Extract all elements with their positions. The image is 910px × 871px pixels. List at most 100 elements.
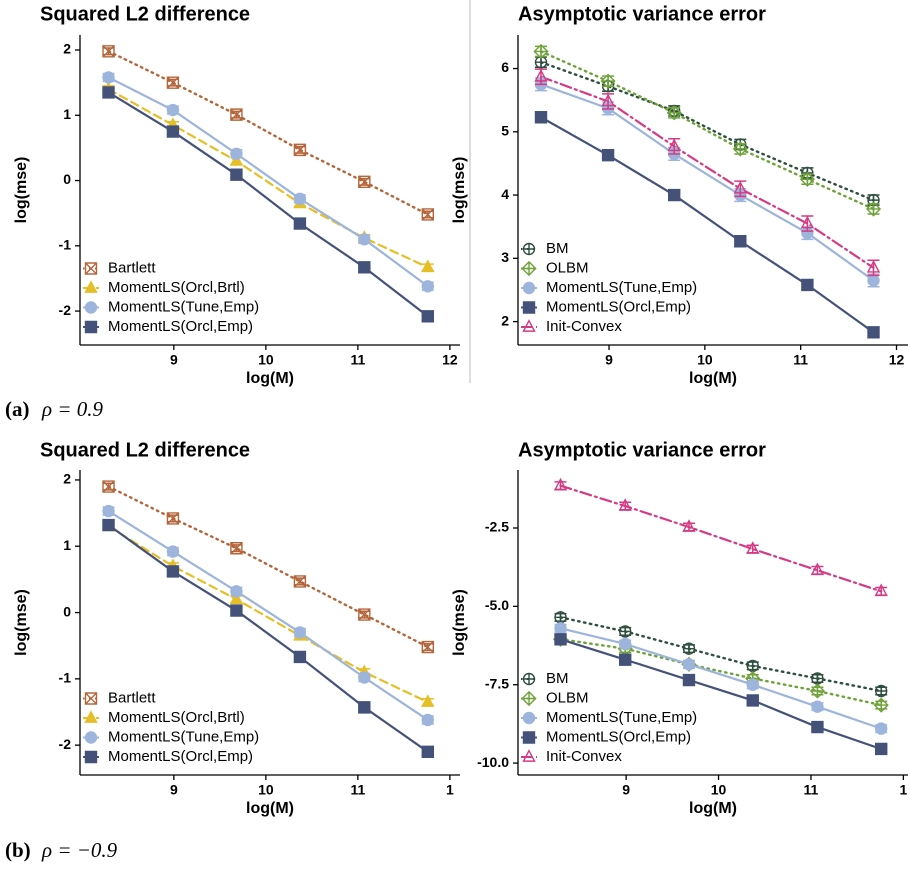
series-line [107,50,429,216]
y-tick-label: 2 [501,312,509,328]
marker [810,562,825,576]
legend-marker [522,711,536,725]
x-tick-label: 11 [350,352,365,368]
marker [166,125,180,138]
legend-marker [84,301,98,314]
x-tick-label: 10 [711,782,727,798]
legend-marker [522,301,536,314]
legend-label: Init-Convex [546,748,622,765]
marker [230,108,243,121]
marker [421,640,434,654]
marker [230,168,243,181]
series-line [107,91,429,318]
legend-marker [521,260,537,277]
marker [421,280,434,293]
marker [554,633,567,646]
y-axis-label: log(mse) [451,589,468,656]
series-line [107,525,429,704]
legend-marker [84,280,98,293]
legend-label: MomentLS(Tune,Emp) [108,728,259,745]
y-tick-label: -10.0 [477,754,509,770]
marker [421,694,435,707]
legend-label: OLBM [546,689,589,706]
marker [667,188,681,202]
marker [619,637,632,651]
marker [358,233,371,246]
series-line [107,88,429,269]
marker [873,697,889,713]
legend-label: OLBM [546,259,589,276]
marker [619,653,632,666]
y-tick-label: 4 [501,186,509,202]
legend-marker [522,281,536,295]
x-tick-label: 1 [446,782,454,798]
marker [166,76,180,89]
marker [554,622,567,635]
marker [229,591,244,605]
marker [166,565,180,578]
marker [667,138,681,152]
legend-label: BM [546,670,569,687]
x-tick-label: 1 [899,782,907,798]
y-axis-label: log(mse) [451,157,468,224]
legend-label: MomentLS(Orcl,Emp) [546,728,691,745]
x-axis-label: log(M) [246,800,294,817]
caption-label: (a) [5,397,30,421]
legend-label: BM [546,240,569,257]
caption-text: ρ = −0.9 [41,838,118,862]
marker [809,683,826,699]
series-line [107,76,429,288]
marker [102,518,115,532]
legend-label: MomentLS(Orcl,Brtl) [108,279,245,296]
marker [619,625,632,638]
marker [533,43,549,60]
y-tick-label: 1 [63,537,71,553]
marker [230,147,243,160]
legend-marker [84,692,98,705]
series-line [107,510,429,722]
marker [811,700,824,713]
series-line [539,116,875,334]
x-tick-label: 11 [793,352,808,368]
legend-label: MomentLS(Tune,Emp) [546,709,697,726]
marker [102,480,115,493]
legend-label: Bartlett [108,689,156,706]
marker [746,678,759,691]
marker [601,93,615,107]
marker [102,504,115,518]
x-axis-label: log(M) [689,800,737,817]
marker [102,71,115,84]
marker [293,626,307,639]
series-line [559,616,883,693]
x-tick-label: 9 [170,782,178,798]
marker [358,261,371,274]
series-line [539,75,875,269]
marker [874,742,888,756]
marker [230,542,243,555]
marker [867,326,880,339]
marker [733,180,747,194]
legend-label: MomentLS(Orcl,Emp) [108,748,253,765]
series-line [559,638,883,707]
series-line [539,61,875,202]
marker [230,585,243,598]
y-tick-label: 3 [501,249,509,265]
y-tick-label: -1 [59,670,72,686]
marker [746,659,759,673]
marker [358,701,371,714]
y-tick-label: 0 [63,171,71,187]
legend-label: MomentLS(Orcl,Emp) [546,298,691,315]
marker [421,745,434,758]
x-axis-label: log(M) [246,370,294,387]
marker [874,684,888,698]
marker [811,720,824,734]
y-tick-label: 5 [501,122,509,138]
legend-marker [522,672,536,686]
y-tick-label: 1 [63,106,71,122]
x-tick-label: 11 [350,782,365,798]
marker [358,608,371,621]
x-tick-label: 10 [697,352,713,368]
marker [421,713,434,727]
x-tick-label: 10 [258,352,274,368]
